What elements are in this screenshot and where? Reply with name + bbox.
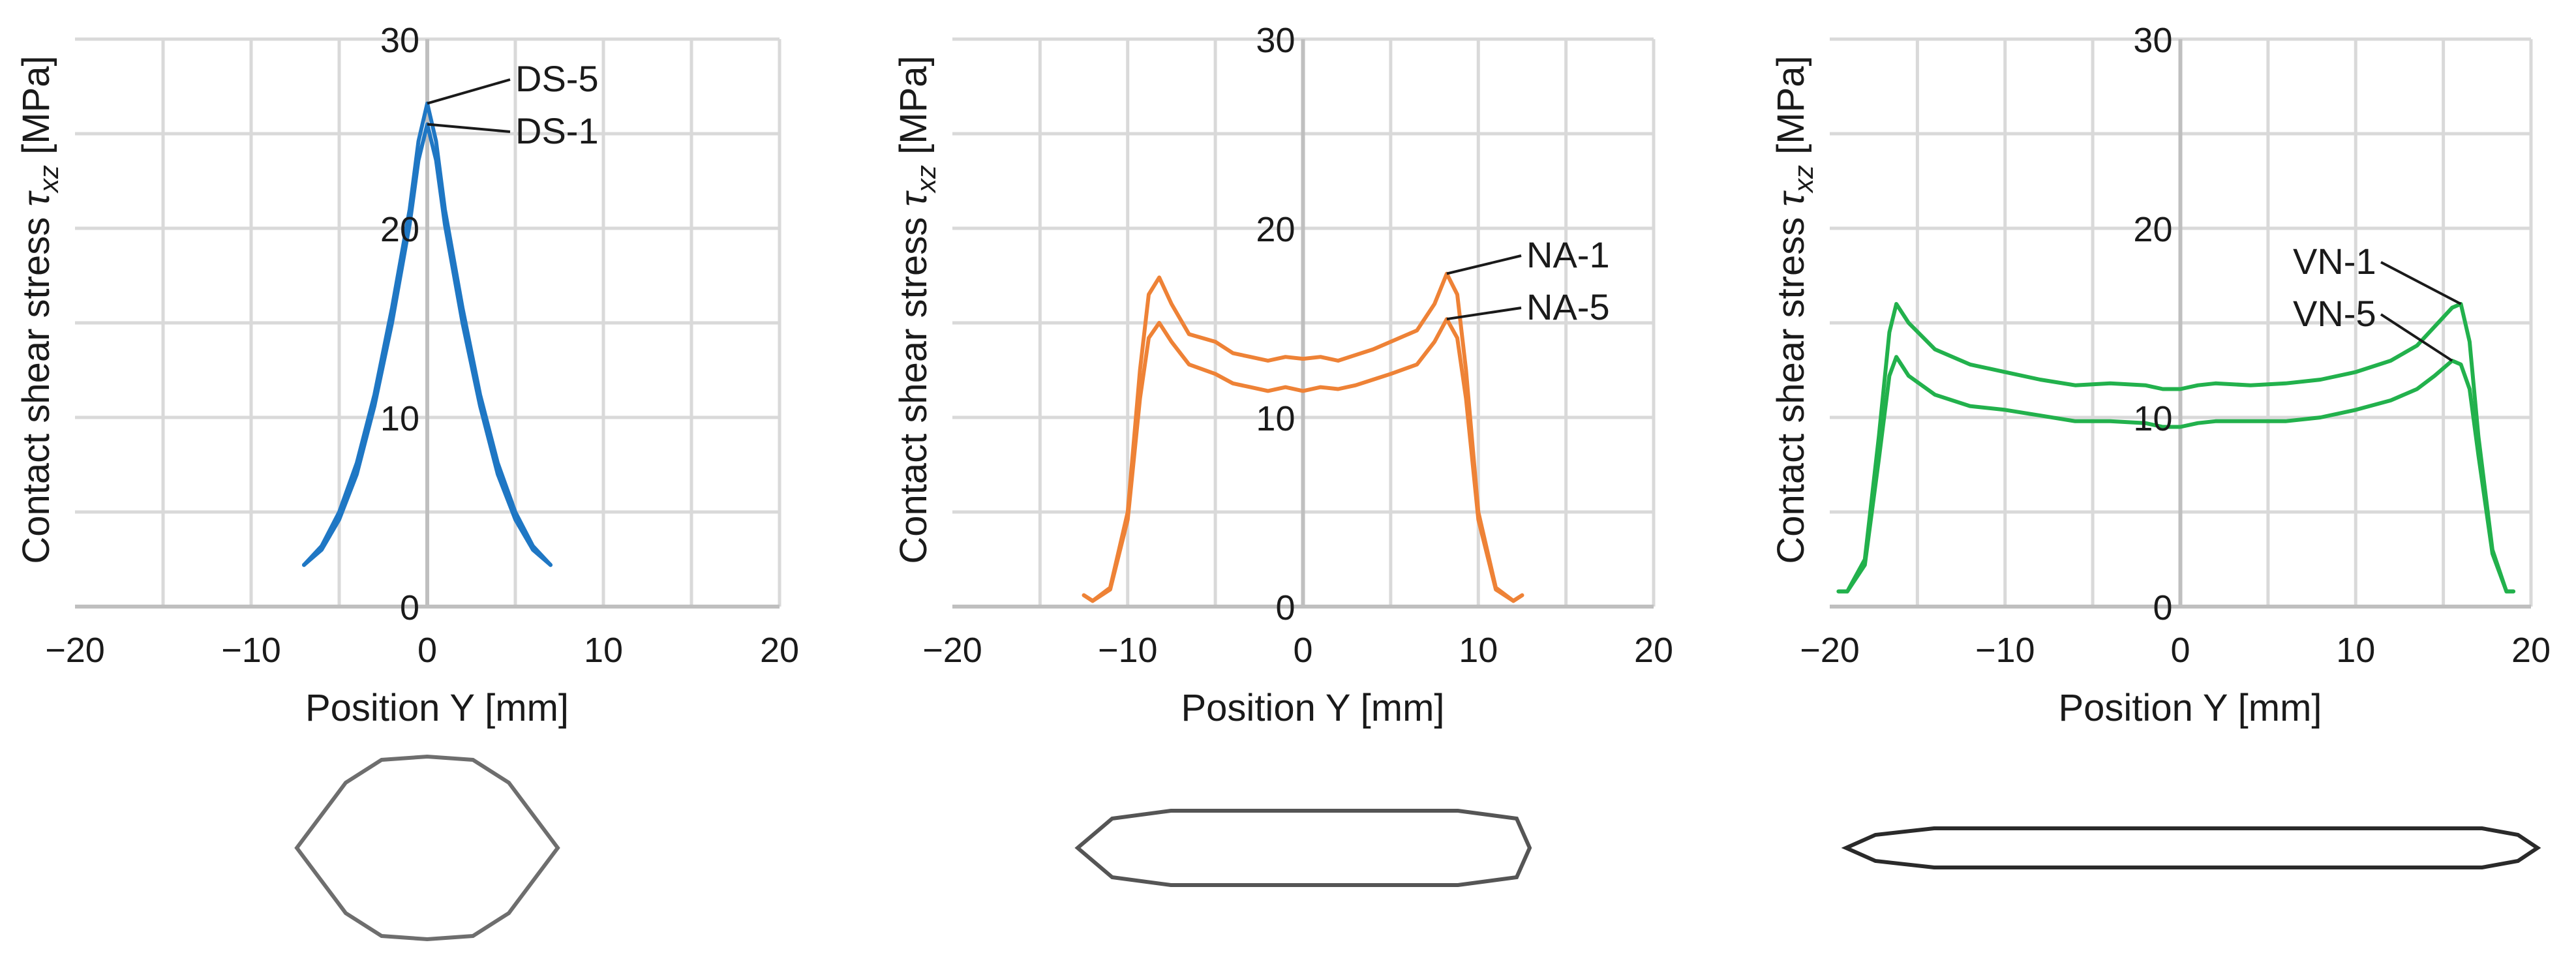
y-tick-label: 10 bbox=[380, 399, 419, 438]
annotation-leader bbox=[1446, 254, 1522, 275]
x-tick-label: −20 bbox=[922, 631, 982, 670]
annotation-label-na-1: NA-1 bbox=[1526, 234, 1610, 275]
annotation-leader bbox=[2380, 313, 2453, 362]
y-axis-label-main: Contact shear stress bbox=[892, 207, 935, 564]
y-axis-label-symbol: τ bbox=[1770, 190, 1812, 207]
x-tick-label: 20 bbox=[760, 631, 799, 670]
y-tick-label: 20 bbox=[380, 210, 419, 249]
annotation-label-ds-5: DS-5 bbox=[515, 58, 599, 99]
y-tick-label: 0 bbox=[400, 588, 419, 627]
x-tick-label: 10 bbox=[2336, 631, 2375, 670]
series-line-na-5 bbox=[1082, 317, 1524, 603]
annotation-group: NA-1 NA-5 bbox=[1446, 234, 1610, 327]
annotation-leader bbox=[2380, 261, 2462, 305]
annotation-label-vn-5: VN-5 bbox=[2293, 293, 2376, 334]
annotation-label-ds-1: DS-1 bbox=[515, 110, 599, 151]
y-tick-label: 30 bbox=[2133, 21, 2172, 60]
cross-section-vn-shape bbox=[1841, 826, 2541, 869]
y-axis-label-unit: [MPa] bbox=[1770, 55, 1812, 165]
x-axis-label: Position Y [mm] bbox=[2058, 687, 2322, 729]
series-line-vn-5 bbox=[1836, 355, 2516, 594]
y-axis-label: Contact shear stress τxz [MPa] bbox=[1770, 55, 1819, 564]
series-group bbox=[1082, 271, 1524, 603]
y-tick-label: 0 bbox=[2153, 588, 2172, 627]
x-tick-label: 10 bbox=[584, 631, 623, 670]
x-tick-label: −20 bbox=[45, 631, 105, 670]
y-axis-label-unit: [MPa] bbox=[892, 55, 935, 165]
axes bbox=[1830, 39, 2531, 609]
y-tick-label: 0 bbox=[1275, 588, 1295, 627]
annotation-label-vn-1: VN-1 bbox=[2293, 241, 2376, 282]
series-line-na-1 bbox=[1082, 271, 1524, 603]
series-group bbox=[1836, 302, 2516, 594]
annotation-label-na-5: NA-5 bbox=[1526, 286, 1610, 327]
x-tick-label: −20 bbox=[1800, 631, 1860, 670]
y-axis-label-sub: xz bbox=[33, 165, 64, 194]
y-axis-label: Contact shear stress τxz [MPa] bbox=[15, 55, 64, 564]
y-tick-label: 30 bbox=[380, 21, 419, 60]
x-tick-label: 10 bbox=[1459, 631, 1498, 670]
x-axis-label: Position Y [mm] bbox=[1181, 687, 1444, 729]
x-tick-label: 20 bbox=[2511, 631, 2551, 670]
x-tick-label: 0 bbox=[1293, 631, 1312, 670]
annotation-group: DS-5 DS-1 bbox=[427, 58, 599, 151]
annotation-leader bbox=[427, 123, 511, 133]
cross-section-na-shape bbox=[1074, 809, 1532, 887]
y-axis-label-symbol: τ bbox=[892, 190, 935, 207]
tick-labels: −20 −10 0 10 20 0 10 20 30 bbox=[922, 21, 1673, 670]
axes bbox=[75, 39, 780, 609]
y-tick-label: 10 bbox=[2133, 399, 2172, 438]
axes bbox=[952, 39, 1654, 609]
y-axis-label: Contact shear stress τxz [MPa] bbox=[892, 55, 941, 564]
y-axis-label-main: Contact shear stress bbox=[15, 207, 57, 564]
y-tick-label: 30 bbox=[1256, 21, 1295, 60]
y-axis-label-unit: [MPa] bbox=[15, 55, 57, 165]
y-tick-label: 20 bbox=[1256, 210, 1295, 249]
grid bbox=[1830, 37, 2533, 607]
y-axis-label-symbol: τ bbox=[15, 190, 57, 207]
x-tick-label: 20 bbox=[1634, 631, 1673, 670]
cross-section-ds-shape bbox=[294, 754, 560, 942]
annotation-group: VN-1 VN-5 bbox=[2293, 241, 2462, 362]
x-tick-label: −10 bbox=[221, 631, 281, 670]
x-tick-label: 0 bbox=[417, 631, 437, 670]
y-axis-label-sub: xz bbox=[1788, 165, 1819, 194]
chart-panel-ds: DS-5 DS-1 −20 −10 0 10 20 0 10 20 30 Position Y [… bbox=[15, 21, 799, 729]
chart-panel-na: NA-1 NA-5 −20 −10 0 10 20 0 10 20 30 Position Y [… bbox=[892, 21, 1673, 729]
tick-labels: −20 −10 0 10 20 0 10 20 30 bbox=[1800, 21, 2551, 670]
y-axis-label-sub: xz bbox=[911, 165, 941, 194]
annotation-leader bbox=[427, 78, 511, 105]
annotation-leader bbox=[1446, 307, 1522, 321]
y-axis-label-main: Contact shear stress bbox=[1770, 207, 1812, 564]
chart-panel-vn: VN-1 VN-5 −20 −10 0 10 20 0 10 20 30 Position Y [… bbox=[1770, 21, 2551, 729]
y-tick-label: 10 bbox=[1256, 399, 1295, 438]
tick-labels: −20 −10 0 10 20 0 10 20 30 bbox=[45, 21, 799, 670]
series-line-vn-1 bbox=[1836, 302, 2516, 594]
x-tick-label: 0 bbox=[2170, 631, 2190, 670]
x-axis-label: Position Y [mm] bbox=[305, 687, 569, 729]
x-tick-label: −10 bbox=[1975, 631, 2035, 670]
x-tick-label: −10 bbox=[1098, 631, 1158, 670]
y-tick-label: 20 bbox=[2133, 210, 2172, 249]
